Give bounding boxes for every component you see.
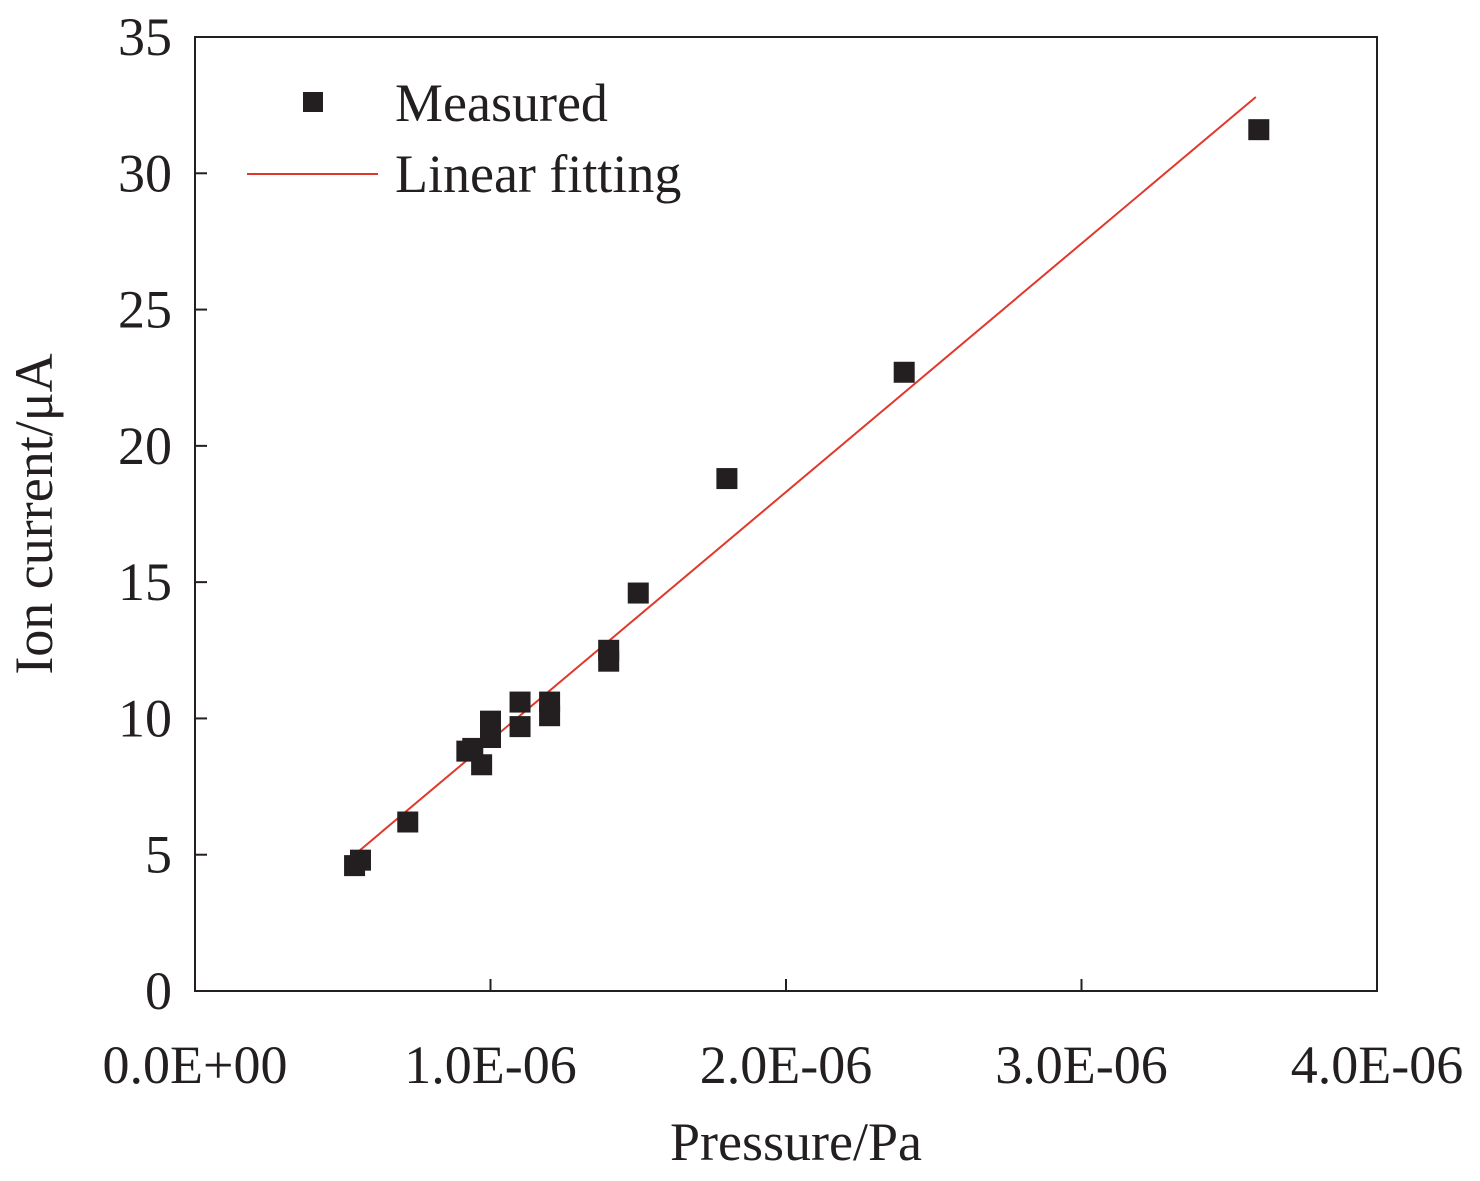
y-tick-label: 20 — [118, 416, 172, 476]
data-point-measured — [509, 691, 531, 713]
y-tick-label: 15 — [118, 552, 172, 612]
data-point-measured — [480, 727, 501, 749]
legend-label-linear-fitting: Linear fitting — [395, 144, 681, 204]
legend: Measured Linear fitting — [247, 73, 681, 204]
y-tick-label: 30 — [118, 143, 172, 203]
x-tick-label: 3.0E-06 — [995, 1035, 1167, 1095]
y-tick-label: 35 — [118, 7, 172, 67]
x-axis-label: Pressure/Pa — [670, 1112, 922, 1172]
data-point-measured — [893, 361, 915, 383]
y-axis-label: Ion current/μA — [4, 353, 64, 674]
plot-area-frame — [194, 36, 1378, 992]
x-tick-label: 2.0E-06 — [700, 1035, 872, 1095]
x-tick-label: 4.0E-06 — [1291, 1035, 1463, 1095]
data-point-measured — [480, 710, 501, 732]
data-point-measured — [1248, 119, 1270, 141]
legend-label-measured: Measured — [395, 73, 608, 133]
data-point-measured — [627, 582, 649, 604]
y-tick-label: 10 — [118, 688, 172, 748]
data-point-measured — [397, 811, 419, 833]
data-point-measured — [598, 650, 620, 672]
data-point-measured — [471, 754, 493, 776]
data-point-measured — [716, 468, 738, 490]
legend-marker-measured — [303, 92, 323, 112]
data-point-measured — [509, 716, 531, 738]
y-tick-label: 5 — [145, 825, 172, 885]
y-tick-label: 0 — [145, 961, 172, 1021]
data-point-measured — [462, 737, 484, 759]
x-tick-label: 0.0E+00 — [103, 1035, 288, 1095]
data-point-measured — [349, 849, 371, 871]
data-point-measured — [539, 705, 561, 727]
y-tick-label: 25 — [118, 280, 172, 340]
x-tick-label: 1.0E-06 — [404, 1035, 576, 1095]
linear-fit-line — [353, 96, 1257, 856]
